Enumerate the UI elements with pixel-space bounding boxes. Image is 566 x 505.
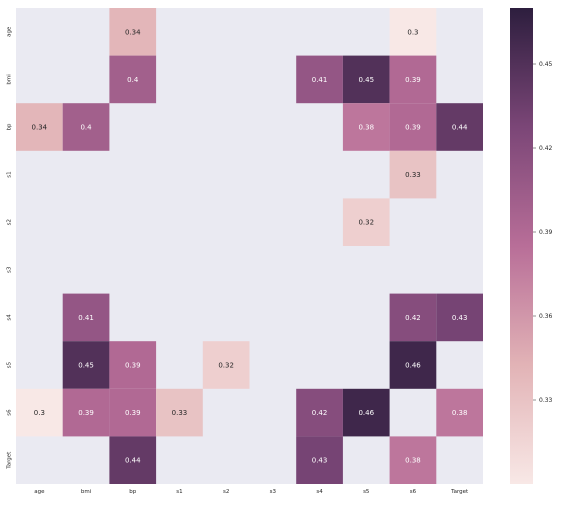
x-tick-label: age — [34, 489, 45, 495]
cell-value-label: 0.38 — [358, 124, 374, 132]
heatmap-cell — [16, 388, 63, 437]
heatmap-cell — [109, 8, 157, 56]
cell-value-label: 0.42 — [312, 409, 328, 417]
colorbar-tick-label: 0.39 — [539, 229, 553, 236]
heatmap-cell — [296, 388, 343, 437]
cell-value-label: 0.45 — [358, 76, 374, 84]
colorbar-tick-label: 0.36 — [539, 313, 553, 320]
x-tick-label: bp — [129, 489, 136, 495]
cell-value-label: 0.34 — [125, 28, 141, 36]
heatmap-cell — [389, 8, 437, 56]
heatmap-cell — [109, 436, 157, 484]
x-axis-ticks: age bmi bp s1 s2 s3 s4 s5 s6 Target — [34, 489, 469, 495]
heatmap-cell — [296, 55, 343, 104]
cell-value-label: 0.3 — [34, 409, 45, 417]
cell-value-label: 0.39 — [78, 409, 94, 417]
cell-value-label: 0.41 — [78, 314, 94, 322]
colorbar-tick-label: 0.42 — [539, 145, 553, 152]
heatmap-cell — [389, 55, 437, 104]
x-tick-label: s5 — [363, 489, 370, 495]
heatmap-cell — [342, 388, 390, 437]
heatmap-cell — [436, 388, 483, 437]
cell-value-label: 0.3 — [407, 28, 418, 36]
cell-value-label: 0.39 — [405, 124, 421, 132]
colorbar — [510, 8, 533, 484]
heatmap-cell — [296, 436, 343, 484]
y-tick-label: Target — [7, 451, 13, 470]
y-tick-label: s6 — [7, 409, 13, 416]
cell-value-label: 0.46 — [358, 409, 374, 417]
cell-value-label: 0.41 — [312, 76, 328, 84]
heatmap-cell — [436, 293, 483, 342]
colorbar-ticks: 0.33 0.36 0.39 0.42 0.45 — [533, 61, 553, 404]
heatmap-cells: 0.34 0.3 0.4 0.41 0.45 0.39 0.34 0.4 0.38 0.39 0.4… — [16, 8, 483, 484]
cell-value-label: 0.4 — [80, 124, 92, 132]
y-tick-label: s2 — [7, 219, 13, 225]
heatmap-cell — [389, 103, 437, 151]
y-tick-label: s5 — [7, 361, 13, 368]
cell-value-label: 0.4 — [127, 76, 139, 84]
cell-value-label: 0.44 — [452, 124, 468, 132]
x-tick-label: s1 — [176, 489, 182, 495]
x-tick-label: Target — [450, 489, 469, 495]
cell-value-label: 0.43 — [452, 314, 468, 322]
cell-value-label: 0.39 — [125, 362, 141, 370]
heatmap-cell — [62, 341, 110, 389]
cell-value-label: 0.32 — [218, 362, 234, 370]
x-tick-label: bmi — [81, 489, 92, 495]
x-tick-label: s2 — [223, 489, 229, 495]
heatmap-cell — [389, 150, 437, 199]
y-tick-label: s4 — [7, 314, 13, 321]
heatmap-cell — [109, 388, 157, 437]
heatmap-cell — [109, 341, 157, 389]
cell-value-label: 0.39 — [405, 76, 421, 84]
heatmap-cell — [342, 198, 390, 246]
y-tick-label: age — [7, 26, 13, 37]
x-tick-label: s4 — [316, 489, 323, 495]
heatmap-cell — [156, 388, 203, 437]
heatmap-cell — [436, 103, 483, 151]
x-tick-label: s3 — [270, 489, 277, 495]
heatmap-cell — [62, 103, 110, 151]
heatmap-cell — [109, 55, 157, 104]
cell-value-label: 0.43 — [312, 457, 328, 465]
heatmap-cell — [389, 436, 437, 484]
heatmap-cell — [202, 341, 250, 389]
x-tick-label: s6 — [410, 489, 417, 495]
cell-value-label: 0.45 — [78, 362, 94, 370]
y-tick-label: bmi — [7, 74, 13, 85]
cell-value-label: 0.32 — [358, 219, 374, 227]
y-tick-label: s3 — [7, 266, 13, 273]
cell-value-label: 0.42 — [405, 314, 421, 322]
y-axis-ticks: age bmi bp s1 s2 s3 s4 s5 s6 Target — [7, 26, 13, 470]
y-tick-label: s1 — [7, 171, 13, 177]
cell-value-label: 0.38 — [452, 409, 468, 417]
heatmap-cell — [342, 55, 390, 104]
heatmap-cell — [62, 293, 110, 342]
cell-value-label: 0.33 — [172, 409, 188, 417]
heatmap-cell — [62, 388, 110, 437]
cell-value-label: 0.33 — [405, 171, 421, 179]
heatmap-cell — [16, 103, 63, 151]
y-tick-label: bp — [7, 123, 13, 130]
colorbar-tick-label: 0.33 — [539, 397, 553, 404]
cell-value-label: 0.38 — [405, 457, 421, 465]
heatmap-cell — [342, 103, 390, 151]
cell-value-label: 0.46 — [405, 362, 421, 370]
cell-value-label: 0.34 — [32, 124, 48, 132]
heatmap-cell — [389, 293, 437, 342]
cell-value-label: 0.44 — [125, 457, 141, 465]
cell-value-label: 0.39 — [125, 409, 141, 417]
heatmap-cell — [389, 341, 437, 389]
colorbar-tick-label: 0.45 — [539, 61, 553, 68]
